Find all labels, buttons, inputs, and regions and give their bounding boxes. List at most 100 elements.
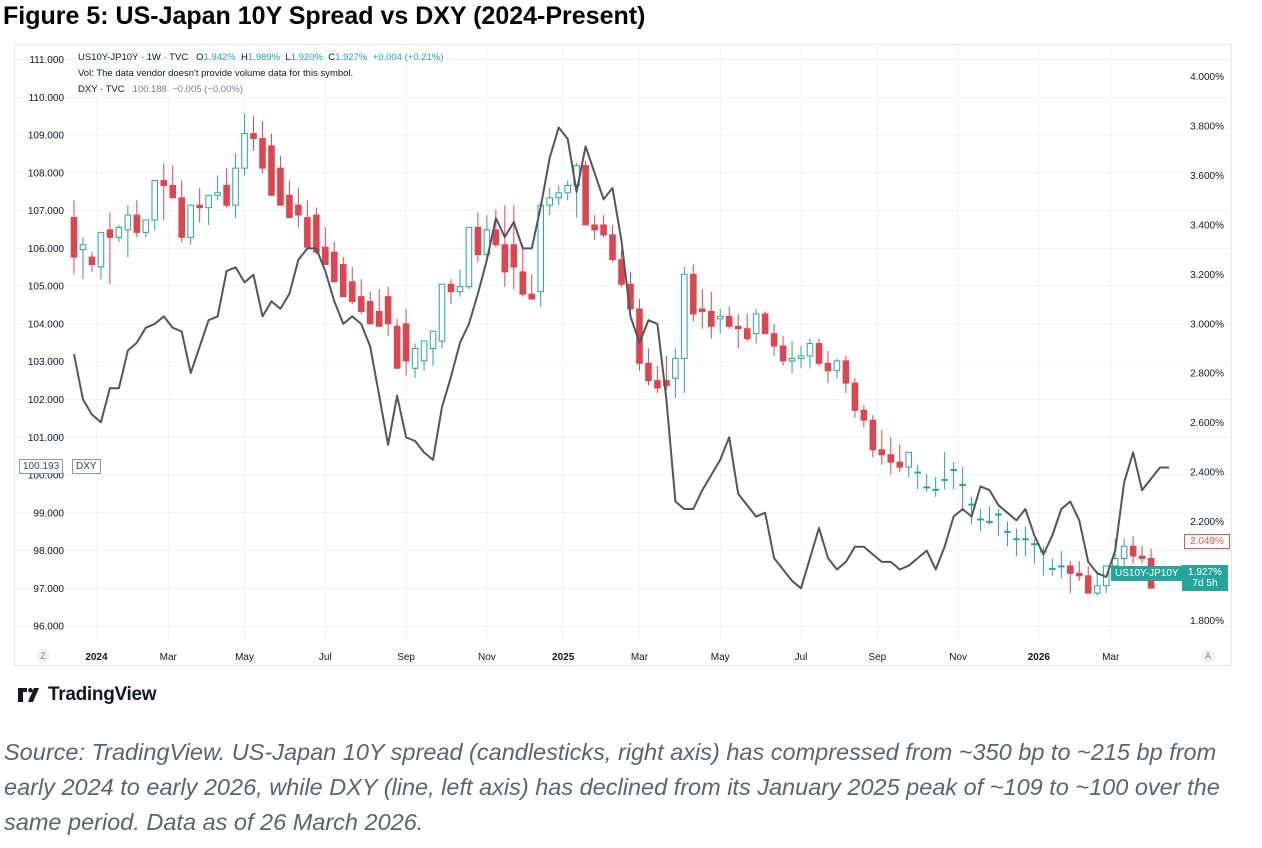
candle-down: [250, 116, 257, 151]
candle-up: [187, 204, 194, 245]
candle-body: [420, 340, 428, 362]
time-tick-label: Mar: [631, 652, 649, 663]
candle-body: [707, 310, 715, 327]
candle-up: [672, 348, 679, 398]
left-tick-label: 104.000: [28, 319, 65, 330]
left-tick-label: 100.000: [28, 471, 65, 482]
right-tick-label: 2.400%: [1190, 468, 1224, 479]
candle-up: [1093, 570, 1101, 596]
dxy-name-tag: DXY: [72, 459, 101, 474]
candle-down: [842, 355, 850, 393]
left-tick-label: 111.000: [29, 55, 64, 66]
candle-body: [1093, 585, 1101, 594]
zoom-button[interactable]: Z: [36, 649, 50, 663]
candle-down: [770, 323, 778, 356]
candle-body: [1013, 538, 1020, 541]
candle-body: [734, 325, 742, 330]
candle-down: [492, 210, 500, 248]
candle-body: [456, 286, 464, 293]
candle-body: [743, 328, 751, 340]
left-tick-label: 109.000: [28, 131, 65, 142]
dxy-line-layer: [73, 126, 1169, 590]
candle-body: [339, 263, 347, 298]
candle-body: [905, 451, 913, 468]
candle-body: [761, 313, 769, 335]
left-tick-label: 99.000: [33, 508, 64, 519]
candle-body: [88, 256, 96, 265]
candle-up: [1120, 538, 1128, 571]
candle-up: [986, 506, 993, 524]
candle-down: [725, 306, 733, 329]
candle-down: [331, 242, 338, 283]
candle-body: [968, 503, 975, 506]
chart-svg[interactable]: 96.000 97.000 98.000 99.000 100.000 101.000 10…: [0, 0, 1262, 700]
time-tick-label: May: [235, 652, 254, 663]
candle-down: [313, 207, 320, 255]
candle-body: [851, 382, 859, 411]
candle-body: [887, 454, 895, 463]
candle-body: [806, 343, 814, 357]
legend-dxy-symbol[interactable]: DXY · TVC: [78, 84, 125, 95]
candle-body: [725, 315, 733, 327]
candle-up: [977, 509, 984, 532]
candle-up: [950, 462, 957, 490]
candle-body: [313, 214, 320, 253]
time-tick-label: 2026: [1028, 652, 1051, 663]
candle-body: [277, 167, 284, 206]
candle-up: [151, 179, 159, 230]
left-tick-label: 108.000: [28, 168, 65, 179]
time-tick-label: May: [711, 652, 730, 663]
candle-down: [645, 348, 652, 386]
candle-body: [375, 310, 383, 327]
candle-body: [824, 362, 832, 372]
tradingview-logo[interactable]: TradingView: [18, 684, 157, 706]
legend-dxy-value: 100.188: [132, 84, 167, 95]
candle-body: [97, 231, 105, 268]
candle-body: [672, 357, 679, 379]
candle-body: [250, 133, 257, 139]
candle-body: [205, 194, 212, 209]
right-tick-label: 3.200%: [1190, 270, 1224, 281]
dxy-value-tag: 100.193: [19, 459, 64, 474]
chart-frame[interactable]: [14, 44, 1232, 666]
candle-body: [429, 330, 437, 349]
candle-body: [654, 380, 661, 389]
candle-body: [259, 137, 266, 169]
candle-down: [169, 165, 177, 199]
candle-up: [905, 451, 913, 477]
candle-body: [151, 179, 159, 221]
candle-body: [1049, 567, 1056, 570]
legend-symbol[interactable]: US10Y-JP10Y · 1W · TVC: [78, 52, 189, 63]
candle-body: [438, 283, 446, 342]
candle-up: [564, 180, 571, 201]
candle-up: [959, 467, 966, 512]
candle-down: [295, 187, 302, 228]
candle-body: [779, 345, 787, 362]
time-tick-label: 2024: [85, 652, 108, 663]
candle-down: [375, 289, 383, 327]
right-tick-label: 2.600%: [1190, 418, 1224, 429]
legend-low-label: L: [285, 52, 291, 63]
candle-body: [214, 192, 221, 196]
candle-down: [510, 205, 518, 290]
candle-body: [492, 229, 500, 246]
candle-down: [393, 318, 401, 369]
candle-body: [752, 313, 760, 335]
candle-body: [546, 197, 553, 206]
candle-up: [1049, 558, 1056, 576]
candle-up: [806, 338, 814, 369]
candle-body: [465, 226, 473, 288]
candle-down: [501, 205, 509, 287]
left-tick-label: 110.000: [29, 93, 65, 104]
candle-body: [519, 271, 527, 295]
dxy-line: [73, 126, 1169, 590]
candle-up: [555, 185, 562, 206]
left-tick-label: 105.000: [28, 282, 65, 293]
auto-scale-button[interactable]: A: [1201, 649, 1215, 663]
candle-body: [681, 273, 688, 359]
candle-body: [1022, 538, 1029, 541]
candle-body: [124, 214, 132, 231]
candle-down: [743, 313, 751, 342]
candle-body: [959, 483, 966, 486]
legend-open-value: 1.942%: [203, 52, 236, 63]
